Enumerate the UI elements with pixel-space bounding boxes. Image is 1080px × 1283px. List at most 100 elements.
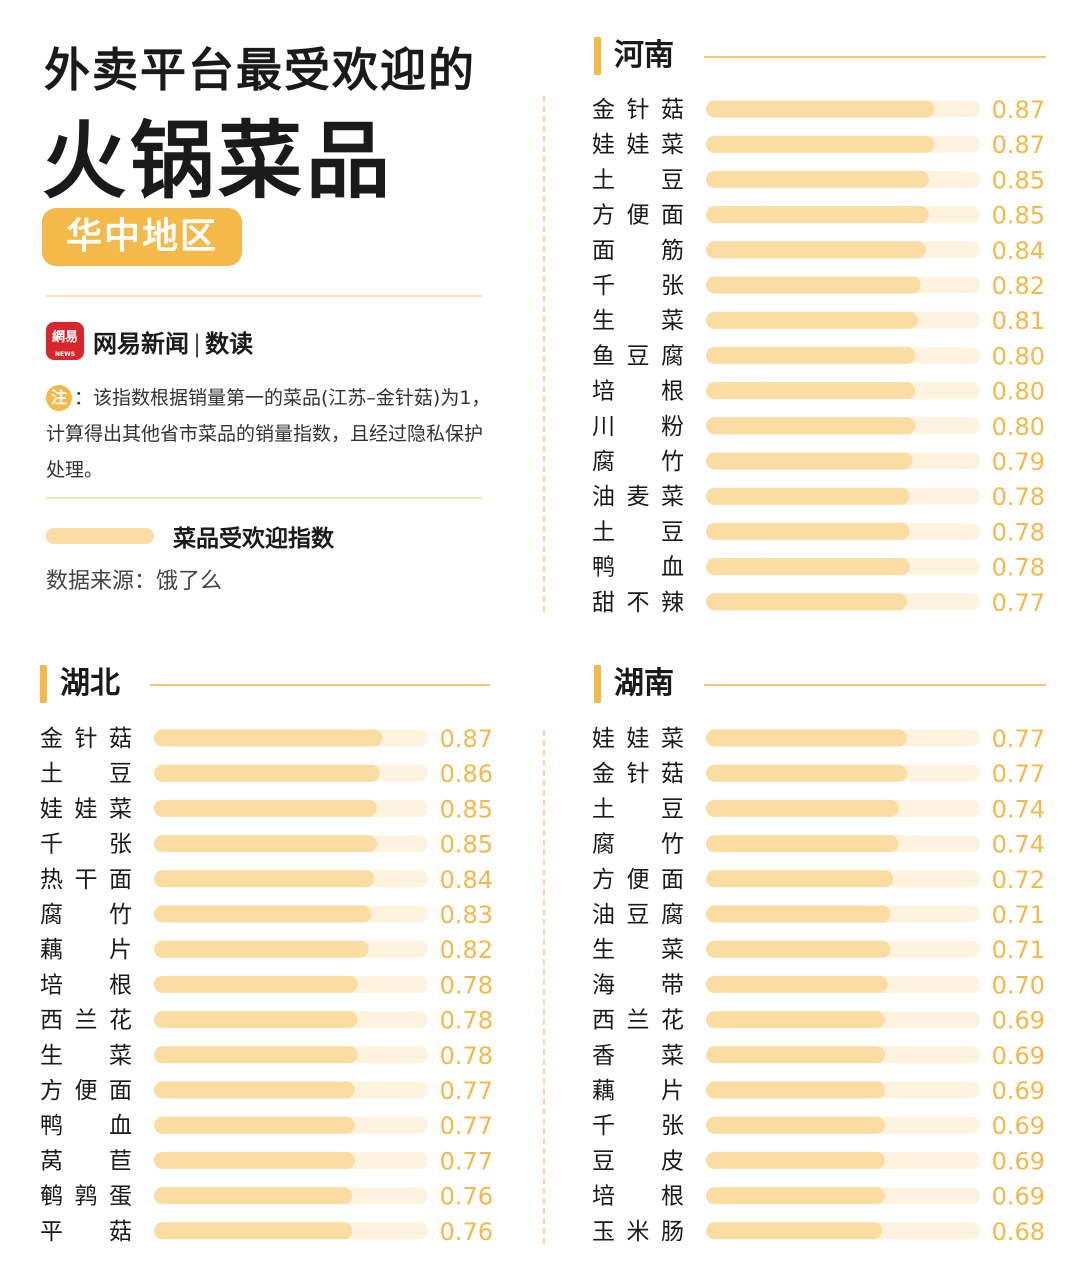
- value-label: 0.68: [992, 1218, 1045, 1246]
- value-label: 0.74: [992, 831, 1045, 859]
- category-label: 千张: [592, 273, 684, 299]
- value-label: 0.78: [992, 518, 1045, 546]
- bar: [154, 940, 369, 958]
- section-title: 河南: [614, 38, 674, 73]
- bar: [706, 522, 910, 540]
- category-label: 热干面: [40, 867, 132, 893]
- value-label: 0.85: [440, 831, 493, 859]
- category-label: 腐竹: [592, 832, 684, 858]
- value-label: 0.78: [992, 554, 1045, 582]
- category-label: 莴苣: [40, 1148, 132, 1174]
- value-label: 0.69: [992, 1112, 1045, 1140]
- category-label: 甜不辣: [592, 590, 684, 616]
- value-label: 0.79: [992, 448, 1045, 476]
- category-label: 面筋: [592, 238, 684, 264]
- bar: [706, 487, 910, 505]
- value-label: 0.76: [440, 1218, 493, 1246]
- category-label: 娃娃菜: [592, 726, 684, 752]
- value-label: 0.69: [992, 1147, 1045, 1175]
- bar: [154, 1116, 355, 1134]
- region-badge: 华中地区: [42, 208, 242, 266]
- value-label: 0.76: [440, 1183, 493, 1211]
- category-label: 川粉: [592, 414, 684, 440]
- category-label: 藕片: [592, 1078, 684, 1104]
- bar: [154, 1011, 358, 1029]
- bar: [706, 799, 899, 817]
- bar: [154, 729, 383, 747]
- value-label: 0.80: [992, 342, 1045, 370]
- value-label: 0.77: [440, 1147, 493, 1175]
- value-label: 0.77: [440, 1112, 493, 1140]
- value-label: 0.86: [440, 760, 493, 788]
- title-line1: 外卖平台最受欢迎的: [44, 43, 476, 97]
- bar: [154, 1222, 353, 1240]
- category-label: 培根: [592, 379, 684, 405]
- bar: [154, 835, 377, 853]
- value-label: 0.82: [440, 936, 493, 964]
- value-label: 0.81: [992, 307, 1045, 335]
- category-label: 鹌鹑蛋: [40, 1184, 132, 1210]
- value-label: 0.85: [440, 795, 493, 823]
- value-label: 0.82: [992, 272, 1045, 300]
- category-label: 土豆: [592, 519, 684, 545]
- category-label: 生菜: [40, 1043, 132, 1069]
- dashed-separator: [543, 96, 545, 612]
- chart-hunan: 娃娃菜 0.77 金针菇 0.77 土豆 0.74 腐竹 0.74 方便面 0.72 油豆腐 0.71…: [592, 725, 1045, 1246]
- note-text: ：该指数根据销量第一的菜品(江苏–金针菇)为1，计算得出其他省市菜品的销量指数，…: [46, 387, 491, 481]
- bar: [706, 940, 891, 958]
- bar: [706, 870, 894, 888]
- logo-subtext: NEWS: [54, 351, 76, 358]
- category-label: 土豆: [592, 167, 684, 193]
- bar: [706, 835, 899, 853]
- legend-swatch: [46, 528, 154, 544]
- bar: [706, 311, 918, 329]
- value-label: 0.78: [440, 1042, 493, 1070]
- value-label: 0.78: [440, 1007, 493, 1035]
- bar: [706, 417, 916, 435]
- bar: [706, 558, 910, 576]
- value-label: 0.69: [992, 1042, 1045, 1070]
- value-label: 0.74: [992, 795, 1045, 823]
- category-label: 方便面: [40, 1078, 132, 1104]
- bar: [154, 975, 358, 993]
- value-label: 0.80: [992, 378, 1045, 406]
- dashed-separator: [543, 730, 545, 1244]
- category-label: 千张: [40, 832, 132, 858]
- brand-name: 网易新闻: [93, 330, 189, 358]
- bar: [706, 382, 916, 400]
- bar: [154, 870, 375, 888]
- value-label: 0.71: [992, 901, 1045, 929]
- bar: [706, 905, 891, 923]
- section-hunan: 湖南: [594, 664, 1046, 704]
- value-label: 0.85: [992, 166, 1045, 194]
- value-label: 0.69: [992, 1007, 1045, 1035]
- value-label: 0.77: [992, 725, 1045, 753]
- category-label: 培根: [592, 1184, 684, 1210]
- bar: [706, 206, 929, 224]
- brand-column: 数读: [205, 330, 254, 358]
- category-label: 土豆: [592, 796, 684, 822]
- value-label: 0.78: [992, 483, 1045, 511]
- category-label: 藕片: [40, 937, 132, 963]
- value-label: 0.80: [992, 413, 1045, 441]
- category-label: 豆皮: [592, 1148, 684, 1174]
- bar: [706, 1187, 886, 1205]
- section-rule: [704, 56, 1046, 58]
- category-label: 西兰花: [40, 1008, 132, 1034]
- category-label: 千张: [592, 1113, 684, 1139]
- value-label: 0.84: [440, 866, 493, 894]
- section-title: 湖南: [614, 666, 674, 701]
- value-label: 0.87: [440, 725, 493, 753]
- section-title: 湖北: [60, 666, 120, 701]
- category-label: 娃娃菜: [592, 132, 684, 158]
- logo-text: 網易: [51, 330, 78, 345]
- bar: [154, 1151, 355, 1169]
- category-label: 鸭血: [592, 555, 684, 581]
- value-label: 0.87: [992, 96, 1045, 124]
- bar: [706, 1222, 883, 1240]
- divider-line: [46, 295, 482, 297]
- category-label: 生菜: [592, 937, 684, 963]
- bar: [706, 1116, 886, 1134]
- bar: [154, 1081, 355, 1099]
- category-label: 娃娃菜: [40, 796, 132, 822]
